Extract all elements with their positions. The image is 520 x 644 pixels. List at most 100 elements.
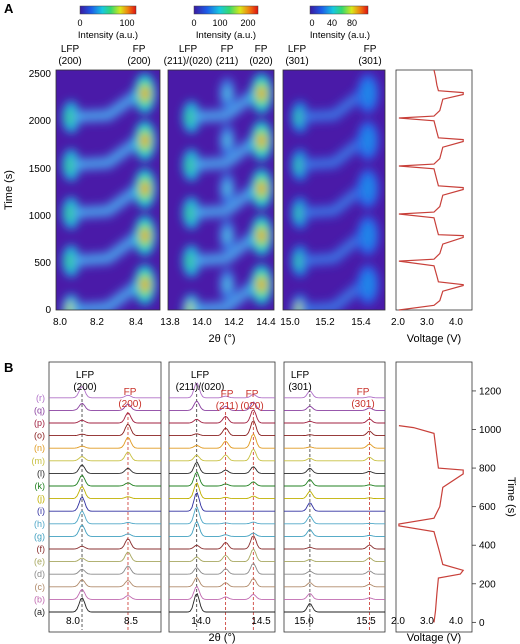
a-vtick: 3.0 [420,317,434,328]
diffraction-pattern-e [284,557,385,563]
a-voltage-label: Voltage (V) [407,333,461,345]
a-xtick: 8.0 [53,317,67,328]
row-label: (p) [34,418,45,428]
colorbar-1-label: Intensity (a.u.) [78,30,138,41]
row-label: (h) [34,519,45,529]
a-xtick: 15.2 [315,317,335,328]
colorbar-1: 0 100 Intensity (a.u.) [77,5,138,41]
diffraction-pattern-m [284,456,385,462]
transition-band-core [191,138,258,168]
transition-band-core [70,233,141,264]
diffraction-pattern-r [169,382,275,399]
diffraction-pattern-l [169,461,275,474]
a-xtick: 14.2 [224,317,244,328]
diffraction-pattern-q [169,400,275,411]
diffraction-pattern-n [49,436,161,449]
diffraction-pattern-i [284,502,385,512]
diffraction-pattern-d [169,562,275,575]
diffraction-pattern-h [49,510,161,525]
diffraction-pattern-j [49,486,161,500]
peak-label-fp: FP [364,44,377,55]
peak-label-fp: (020) [249,56,272,67]
diffraction-pattern-g [284,529,385,537]
a-ytick: 0 [45,305,51,316]
transition-band-core [70,282,141,310]
row-label: (l) [37,468,45,478]
row-label: (g) [34,531,45,541]
colorbar-1-tick: 100 [119,18,134,28]
diffraction-pattern-a [169,592,275,613]
colorbar-3-tick: 0 [309,18,314,28]
peak-label-lfp: (200) [73,382,96,393]
b-xtick: 15.0 [294,616,314,627]
b-voltage-frame [395,361,473,633]
peak-label-lfp: LFP [291,370,310,381]
b-frame-2 [168,361,276,633]
transition-band-core [299,233,364,264]
peak-label-fp: FP [246,389,259,400]
diffraction-pattern-f [169,535,275,550]
peak-label-fp: (200) [127,56,150,67]
heatmap-2 [168,70,274,310]
fp-intensity-peak [258,280,265,289]
a-xtick: 8.2 [90,317,104,328]
transition-band-core [191,282,258,310]
a-xtick: 15.0 [280,317,300,328]
b-time-tick: 1000 [479,425,502,436]
colorbar-3-label: Intensity (a.u.) [310,30,370,41]
transition-band-core [299,91,364,120]
row-label: (r) [36,393,45,403]
row-label: (q) [34,405,45,415]
row-label: (i) [37,506,45,516]
a-ytick: 1500 [29,164,52,175]
diffraction-pattern-g [169,521,275,537]
colorbar-2-tick: 200 [240,18,255,28]
b-frame-1 [48,361,162,633]
row-label: (f) [37,544,46,554]
fp211-intensity-core [223,277,232,292]
a-xtick: 14.0 [192,317,212,328]
diffraction-pattern-d [284,570,385,575]
transition-band-core [299,186,364,216]
b-time-tick: 1200 [479,386,502,397]
b-xtick: 8.0 [66,616,80,627]
a-ytick: 500 [34,258,51,269]
a-xtick: 15.4 [351,317,371,328]
fp-intensity-mid [361,175,375,202]
colorbar-1-tick: 0 [77,18,82,28]
peak-label-fp: FP [124,387,137,398]
peak-label-fp: FP [221,44,234,55]
diffraction-pattern-n [169,433,275,449]
diffraction-pattern-b [169,585,275,600]
diffraction-pattern-m [49,451,161,462]
b-vtick: 4.0 [449,616,463,627]
b-xtick: 8.5 [124,616,138,627]
fp211-intensity-core [223,133,232,148]
colorbar-3: 0 40 80 Intensity (a.u.) [309,5,370,41]
fp-intensity-peak [141,89,148,98]
fp-intensity-peak [258,184,265,193]
peak-label-fp: (200) [118,399,141,410]
diffraction-pattern-k [169,471,275,487]
diffraction-pattern-h [169,506,275,525]
diffraction-pattern-f [49,538,161,550]
row-label: (e) [34,557,45,567]
diffraction-pattern-c [169,577,275,588]
diffraction-pattern-j [169,482,275,500]
a-ytick: 2500 [29,69,52,80]
diffraction-pattern-i [169,492,275,512]
fp211-intensity-core [223,181,232,196]
a-ytick: 2000 [29,116,52,127]
b-vtick: 3.0 [420,616,434,627]
row-label: (k) [35,481,46,491]
b-time-label: Time (s) [505,477,517,517]
peak-label-lfp: (301) [288,382,311,393]
peak-label-lfp: LFP [191,370,210,381]
peak-label-fp: (301) [351,399,374,410]
diffraction-pattern-q [49,402,161,411]
transition-band-core [191,91,258,120]
a-vtick: 2.0 [391,317,405,328]
heatmap-3 [283,70,385,310]
diffraction-pattern-r [49,386,161,399]
